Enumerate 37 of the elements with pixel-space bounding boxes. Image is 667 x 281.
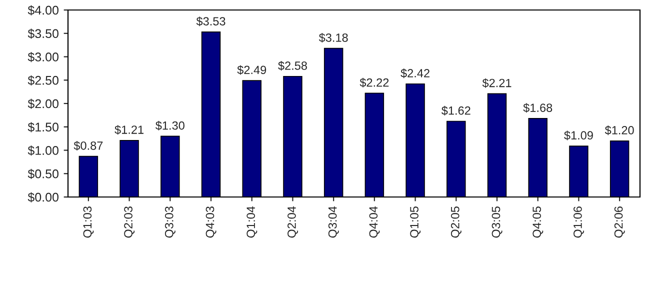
data-label: $1.20 (604, 126, 634, 136)
data-label: $0.87 (74, 140, 103, 151)
data-label: $2.58 (278, 61, 307, 71)
y-tick-label: $4.00 (28, 5, 58, 16)
x-tick-label: Q2:04 (288, 206, 298, 238)
x-tick-label: Q4:05 (532, 206, 544, 238)
data-label: $2.21 (482, 78, 512, 88)
data-label: $2.22 (360, 78, 389, 88)
data-label: $2.49 (237, 65, 266, 75)
x-tick-label: Q4:04 (369, 206, 380, 238)
data-label: $3.53 (196, 16, 226, 26)
x-tick-label: Q2:06 (614, 206, 625, 238)
data-label: $3.18 (318, 32, 348, 43)
y-tick-label: $1.50 (28, 122, 58, 132)
x-tick-label: Q1:06 (574, 206, 584, 238)
x-tick-label: Q3:04 (328, 206, 339, 238)
x-tick-label: Q2:03 (124, 206, 135, 238)
data-label: $2.42 (400, 68, 430, 78)
y-tick-label: $2.00 (28, 98, 58, 109)
y-tick-label: $3.50 (28, 28, 58, 39)
x-tick-label: Q4:03 (206, 206, 216, 238)
y-tick-label: $2.50 (28, 75, 58, 86)
data-label: $1.21 (114, 125, 144, 135)
y-tick-label: $0.00 (28, 192, 58, 202)
x-tick-label: Q3:03 (164, 206, 176, 238)
data-label: $1.09 (564, 130, 593, 140)
x-tick-label: Q1:05 (410, 206, 421, 238)
x-tick-label: Q3:05 (492, 206, 502, 238)
data-label: $1.68 (523, 103, 552, 113)
x-tick-label: Q2:05 (450, 206, 462, 238)
x-tick-label: Q1:04 (246, 206, 258, 238)
data-label: $1.62 (442, 106, 470, 116)
data-label: $1.30 (156, 120, 184, 130)
x-tick-label: Q1:03 (83, 206, 94, 238)
y-tick-label: $3.00 (28, 52, 58, 62)
y-tick-label: $1.00 (28, 146, 58, 156)
y-tick-label: $0.50 (28, 168, 58, 180)
